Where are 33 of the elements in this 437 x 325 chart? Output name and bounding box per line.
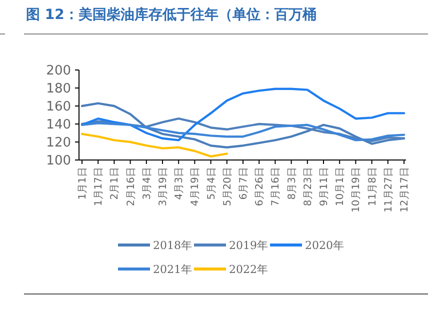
x-tick-label: 4月19日 [190,167,202,206]
y-tick-label: 200 [46,64,71,79]
legend-label: 2019年 [229,238,268,252]
x-tick-label: 6月7日 [238,167,250,200]
x-tick-label: 4月3日 [174,167,186,200]
y-tick-label: 160 [46,100,71,115]
x-tick-label: 3月4日 [142,167,153,200]
x-tick-label: 9月11日 [319,167,330,206]
x-tick-label: 5月4日 [206,167,218,200]
x-tick-label: 6月26日 [254,167,266,206]
x-tick-label: 1月17日 [94,167,105,206]
legend-label: 2021年 [153,262,192,276]
y-tick-label: 180 [46,82,71,97]
x-tick-label: 10月1日 [335,167,346,206]
x-tick-label: 11月27日 [383,167,394,212]
x-tick-label: 2月1日 [110,167,121,200]
legend-label: 2018年 [153,238,192,252]
x-tick-label: 3月19日 [158,167,169,206]
legend-label: 2020年 [305,238,344,252]
x-tick-label: 11月8日 [367,167,378,206]
x-tick-label: 12月17日 [400,167,410,212]
y-tick-label: 100 [46,154,71,169]
x-tick-label: 8月23日 [302,167,314,206]
y-tick-label: 140 [46,118,71,133]
legend-label: 2022年 [229,262,268,276]
x-tick-label: 1月1日 [78,167,88,200]
x-tick-label: 5月20日 [222,167,234,206]
x-tick-label: 2月16日 [126,167,137,206]
x-tick-label: 7月16日 [270,167,282,206]
chart-title: 图 12：美国柴油库存低于往年（单位：百万桶 [26,6,316,23]
x-tick-label: 10月19日 [351,167,362,212]
y-tick-label: 120 [46,136,71,151]
x-tick-label: 8月3日 [286,167,298,200]
